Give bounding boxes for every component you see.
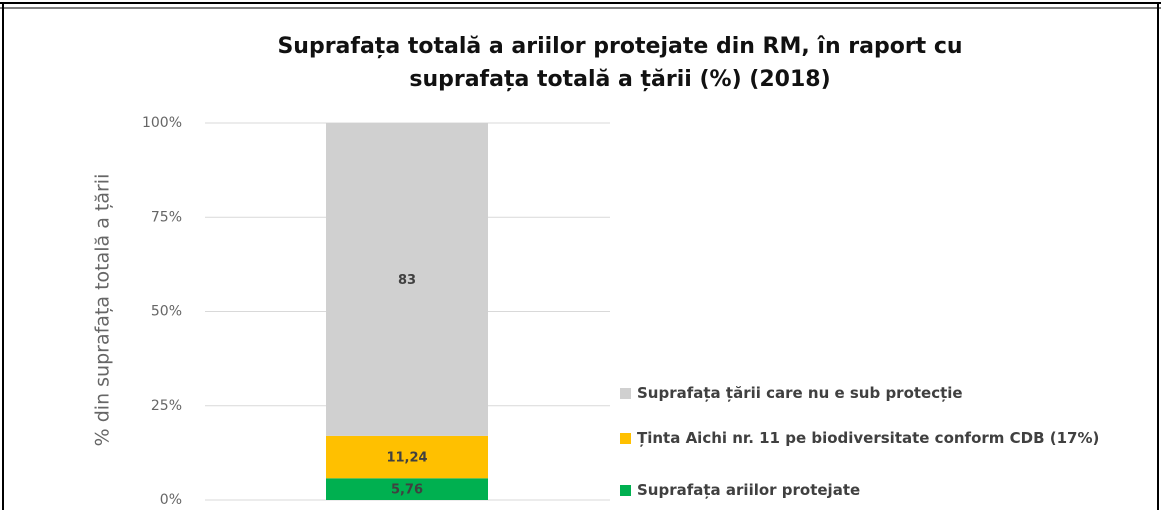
y-tick-label: 50% <box>151 304 182 320</box>
legend-swatch <box>620 485 631 496</box>
legend-label: Ținta Aichi nr. 11 pe biodiversitate con… <box>637 429 1100 447</box>
data-label: 83 <box>398 273 416 288</box>
data-label: 11,24 <box>386 451 427 466</box>
legend-label: Suprafața ariilor protejate <box>637 481 861 499</box>
legend-item: Suprafața țării care nu e sub protecție <box>620 383 1157 404</box>
y-tick-label: 0% <box>160 492 182 508</box>
legend-swatch <box>620 433 631 444</box>
legend-swatch <box>620 388 631 399</box>
y-tick-label: 25% <box>151 398 182 414</box>
bar-segment <box>326 435 488 479</box>
bar-segment <box>326 478 488 500</box>
legend-item: Ținta Aichi nr. 11 pe biodiversitate con… <box>620 428 1157 449</box>
data-label: 5,76 <box>391 483 423 498</box>
legend-item: Suprafața ariilor protejate <box>620 480 1157 501</box>
bar-segment <box>326 123 488 436</box>
y-tick-label: 75% <box>151 209 182 225</box>
y-axis-label: % din suprafața totală a țării <box>92 174 114 447</box>
chart-title: Suprafața totală a ariilor protejate din… <box>277 34 963 92</box>
legend-label: Suprafața țării care nu e sub protecție <box>637 384 963 402</box>
y-tick-label: 100% <box>142 115 182 131</box>
